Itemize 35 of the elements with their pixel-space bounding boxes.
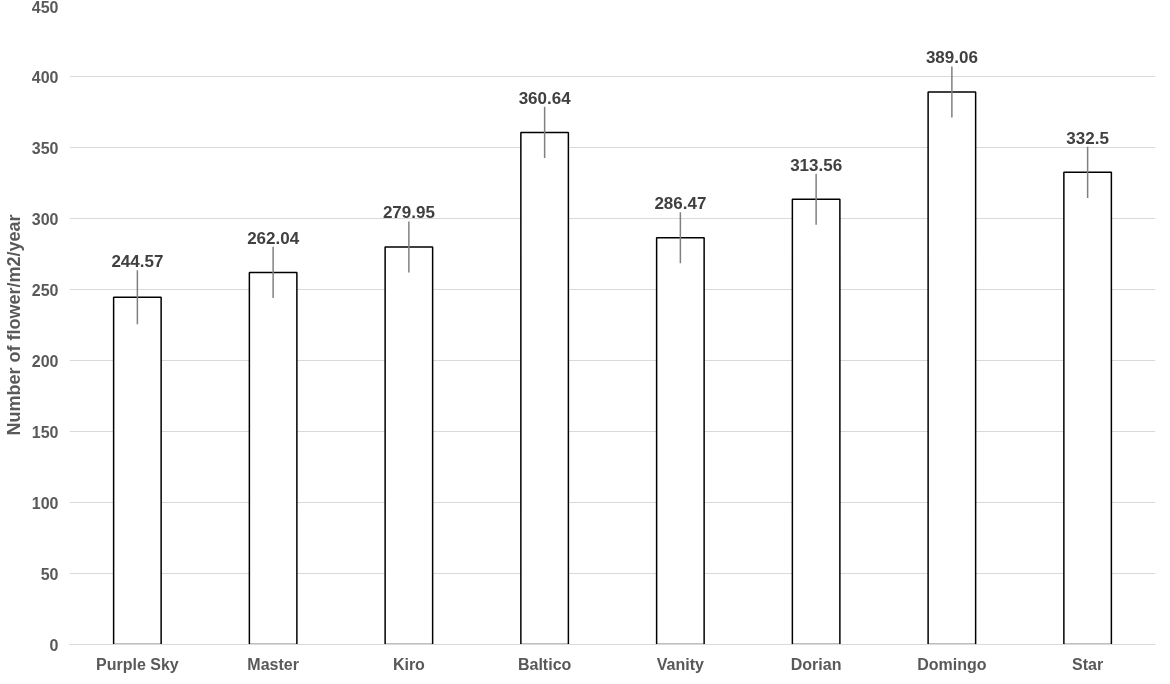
- data-label: 360.64: [518, 88, 572, 108]
- data-label: 244.57: [111, 252, 164, 272]
- bar: [112, 296, 162, 645]
- y-tick-label: 300: [31, 210, 59, 228]
- x-tick-label: Domingo: [917, 655, 987, 673]
- x-tick-label: Baltico: [517, 655, 572, 673]
- y-tick-label: 150: [31, 423, 59, 441]
- bar: [384, 246, 434, 645]
- data-label: 389.06: [925, 48, 978, 68]
- x-tick-label: Master: [247, 655, 299, 673]
- x-tick-label: Purple Sky: [96, 655, 179, 673]
- y-axis-title: Number of flower/m2/year: [3, 214, 24, 436]
- bar: [655, 236, 705, 645]
- y-tick-label: 350: [31, 139, 59, 157]
- x-tick-label: Dorian: [790, 655, 842, 673]
- data-label: 262.04: [247, 228, 300, 248]
- data-label: 332.5: [1066, 128, 1109, 148]
- data-label: 313.56: [790, 155, 843, 175]
- data-label: 286.47: [654, 194, 707, 214]
- bar: [927, 91, 977, 645]
- x-tick-label: Kiro: [392, 655, 426, 673]
- data-label: 279.95: [382, 203, 435, 223]
- y-tick-label: 0: [49, 636, 59, 654]
- y-tick-label: 400: [31, 68, 59, 86]
- bar: [1063, 171, 1113, 645]
- y-tick-label: 50: [40, 565, 59, 583]
- bar: [520, 131, 570, 645]
- bar: [791, 198, 841, 645]
- y-tick-label: 100: [31, 494, 59, 512]
- bar: [248, 271, 298, 645]
- x-tick-label: Star: [1072, 655, 1104, 673]
- y-tick-label: 250: [31, 281, 59, 299]
- y-tick-label: 450: [31, 0, 59, 16]
- x-tick-label: Vanity: [656, 655, 705, 673]
- y-tick-label: 200: [31, 352, 59, 370]
